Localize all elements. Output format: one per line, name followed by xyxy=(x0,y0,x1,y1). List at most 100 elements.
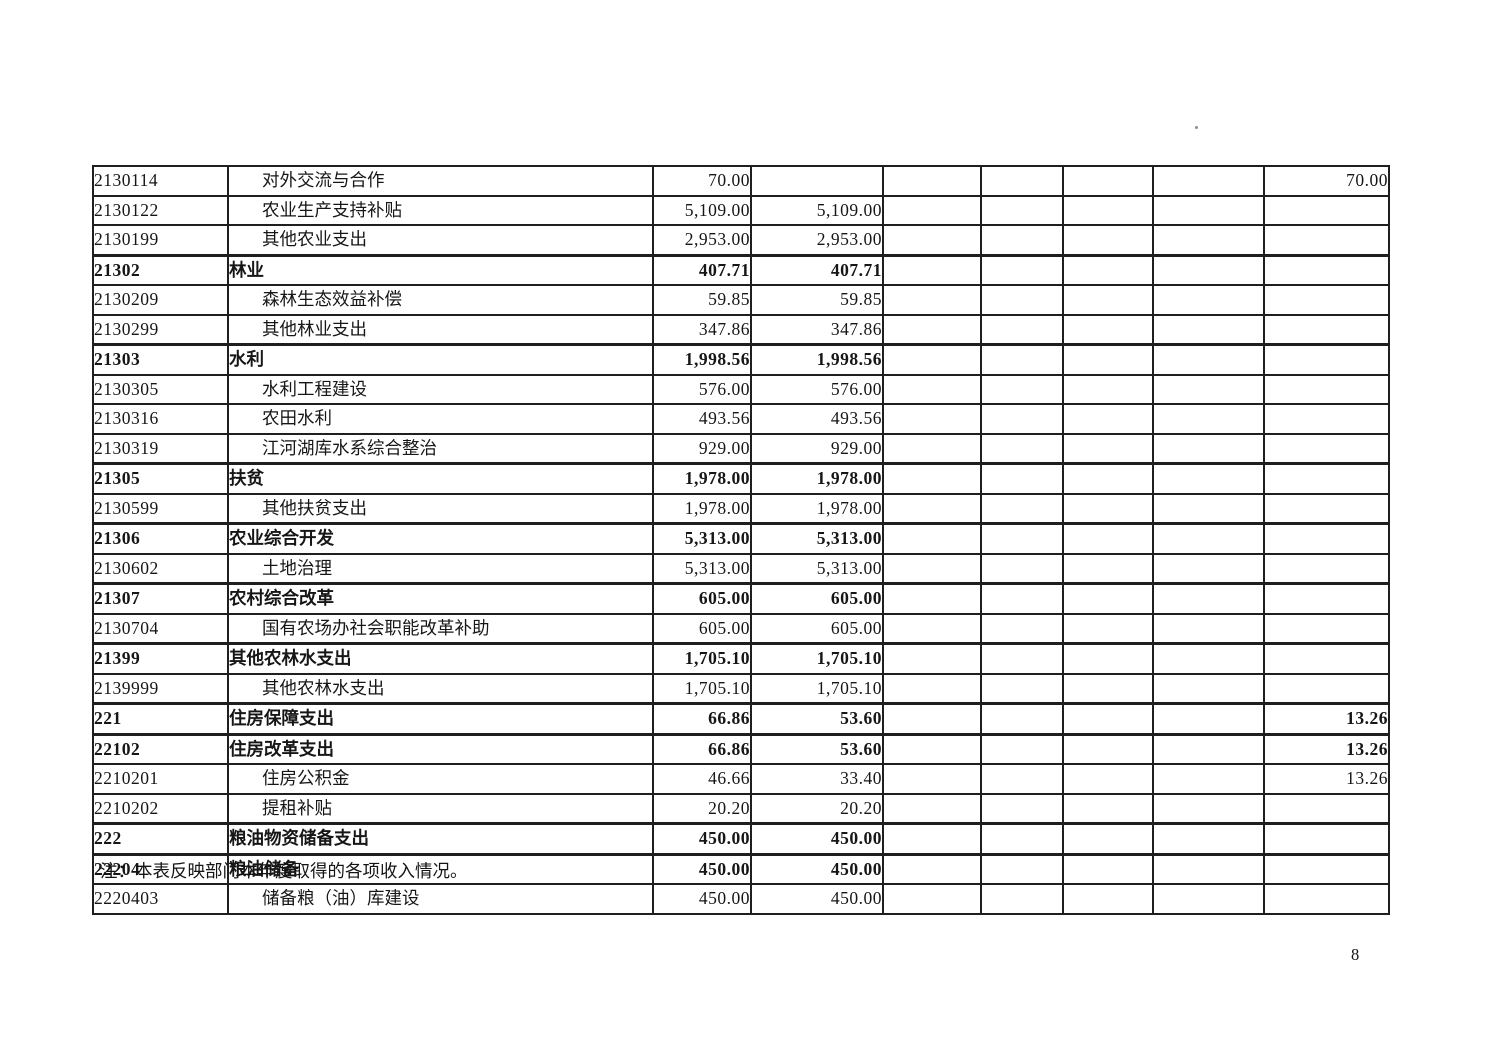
table-row: 2130299 其他林业支出 347.86 347.86 xyxy=(92,313,1390,346)
cell-amount xyxy=(1062,253,1154,286)
cell-amount xyxy=(1152,822,1265,855)
cell-amount xyxy=(1152,883,1265,915)
cell-budget-code: 2130209 xyxy=(92,284,229,316)
cell-amount: 53.60 xyxy=(750,732,884,765)
cell-amount: 13.26 xyxy=(1263,763,1390,795)
cell-amount: 347.86 xyxy=(652,313,752,346)
cell-amount xyxy=(1062,702,1154,735)
cell-amount xyxy=(1263,313,1390,346)
cell-amount xyxy=(1062,792,1154,825)
cell-budget-code: 2130319 xyxy=(92,432,229,465)
cell-amount xyxy=(980,642,1064,675)
cell-amount: 13.26 xyxy=(1263,702,1390,735)
cell-amount xyxy=(882,763,982,795)
cell-item-name: 扶贫 xyxy=(227,462,654,495)
cell-item-name: 其他农业支出 xyxy=(227,224,654,256)
cell-item-name: 土地治理 xyxy=(227,552,654,585)
cell-amount: 1,705.10 xyxy=(750,672,884,705)
cell-amount xyxy=(1263,822,1390,855)
cell-amount xyxy=(1062,403,1154,435)
cell-amount xyxy=(980,552,1064,585)
cell-amount: 59.85 xyxy=(652,284,752,316)
scan-artifact-speck xyxy=(1195,126,1198,129)
cell-amount: 450.00 xyxy=(750,883,884,915)
cell-amount xyxy=(1062,552,1154,585)
cell-amount xyxy=(882,642,982,675)
table-row: 21307 农村综合改革 605.00 605.00 xyxy=(92,582,1390,615)
table-row: 2130599 其他扶贫支出 1,978.00 1,978.00 xyxy=(92,492,1390,525)
table-row: 2130602 土地治理 5,313.00 5,313.00 xyxy=(92,552,1390,585)
cell-amount xyxy=(882,822,982,855)
cell-amount xyxy=(882,672,982,705)
cell-amount xyxy=(1062,732,1154,765)
cell-amount xyxy=(882,732,982,765)
cell-amount: 450.00 xyxy=(652,852,752,885)
table-row: 22102 住房改革支出 66.86 53.60 13.26 xyxy=(92,732,1390,765)
cell-amount: 33.40 xyxy=(750,763,884,795)
cell-item-name: 农业生产支持补贴 xyxy=(227,194,654,226)
cell-amount xyxy=(882,792,982,825)
cell-amount: 70.00 xyxy=(652,165,752,197)
cell-amount xyxy=(1152,253,1265,286)
cell-budget-code: 2130599 xyxy=(92,492,229,525)
cell-amount xyxy=(882,552,982,585)
cell-amount xyxy=(882,432,982,465)
table-row: 21306 农业综合开发 5,313.00 5,313.00 xyxy=(92,522,1390,555)
cell-amount: 493.56 xyxy=(750,403,884,435)
cell-amount xyxy=(882,194,982,226)
table-row: 222 粮油物资储备支出 450.00 450.00 xyxy=(92,822,1390,855)
cell-item-name: 其他扶贫支出 xyxy=(227,492,654,525)
cell-amount: 929.00 xyxy=(652,432,752,465)
cell-amount: 5,313.00 xyxy=(652,552,752,585)
cell-amount: 5,109.00 xyxy=(652,194,752,226)
cell-item-name: 粮油物资储备支出 xyxy=(227,822,654,855)
page-number: 8 xyxy=(1351,945,1360,964)
cell-amount: 1,998.56 xyxy=(652,343,752,376)
cell-amount xyxy=(882,852,982,885)
cell-amount xyxy=(980,224,1064,256)
table-row: 21305 扶贫 1,978.00 1,978.00 xyxy=(92,462,1390,495)
cell-budget-code: 22204 xyxy=(92,852,229,885)
cell-budget-code: 2130316 xyxy=(92,403,229,435)
cell-budget-code: 21303 xyxy=(92,343,229,376)
cell-amount xyxy=(1152,313,1265,346)
cell-amount xyxy=(1152,792,1265,825)
cell-amount xyxy=(1152,552,1265,585)
cell-amount xyxy=(980,492,1064,525)
cell-amount: 66.86 xyxy=(652,732,752,765)
table-row: 2220403 储备粮（油）库建设 450.00 450.00 xyxy=(92,883,1390,915)
cell-amount xyxy=(1062,763,1154,795)
cell-amount xyxy=(980,194,1064,226)
cell-amount xyxy=(882,284,982,316)
cell-budget-code: 21306 xyxy=(92,522,229,555)
cell-amount xyxy=(882,582,982,615)
table-row: 221 住房保障支出 66.86 53.60 13.26 xyxy=(92,702,1390,735)
cell-amount xyxy=(1152,763,1265,795)
cell-amount xyxy=(882,883,982,915)
cell-amount xyxy=(882,612,982,645)
cell-amount xyxy=(1152,284,1265,316)
cell-item-name: 森林生态效益补偿 xyxy=(227,284,654,316)
cell-budget-code: 2130199 xyxy=(92,224,229,256)
cell-amount xyxy=(882,702,982,735)
table-row: 22204 粮油储备 450.00 450.00 xyxy=(92,852,1390,885)
cell-amount xyxy=(1263,224,1390,256)
cell-item-name: 农村综合改革 xyxy=(227,582,654,615)
cell-amount xyxy=(1062,582,1154,615)
cell-item-name: 住房公积金 xyxy=(227,763,654,795)
cell-amount xyxy=(1263,492,1390,525)
cell-amount xyxy=(980,462,1064,495)
cell-amount xyxy=(1263,284,1390,316)
cell-amount: 13.26 xyxy=(1263,732,1390,765)
table-row: 2139999 其他农林水支出 1,705.10 1,705.10 xyxy=(92,672,1390,705)
cell-amount xyxy=(980,253,1064,286)
cell-amount xyxy=(980,612,1064,645)
cell-amount: 407.71 xyxy=(750,253,884,286)
cell-amount xyxy=(1152,165,1265,197)
cell-amount xyxy=(1152,403,1265,435)
cell-amount: 493.56 xyxy=(652,403,752,435)
cell-amount: 1,705.10 xyxy=(750,642,884,675)
cell-amount: 5,313.00 xyxy=(750,522,884,555)
cell-budget-code: 2130602 xyxy=(92,552,229,585)
